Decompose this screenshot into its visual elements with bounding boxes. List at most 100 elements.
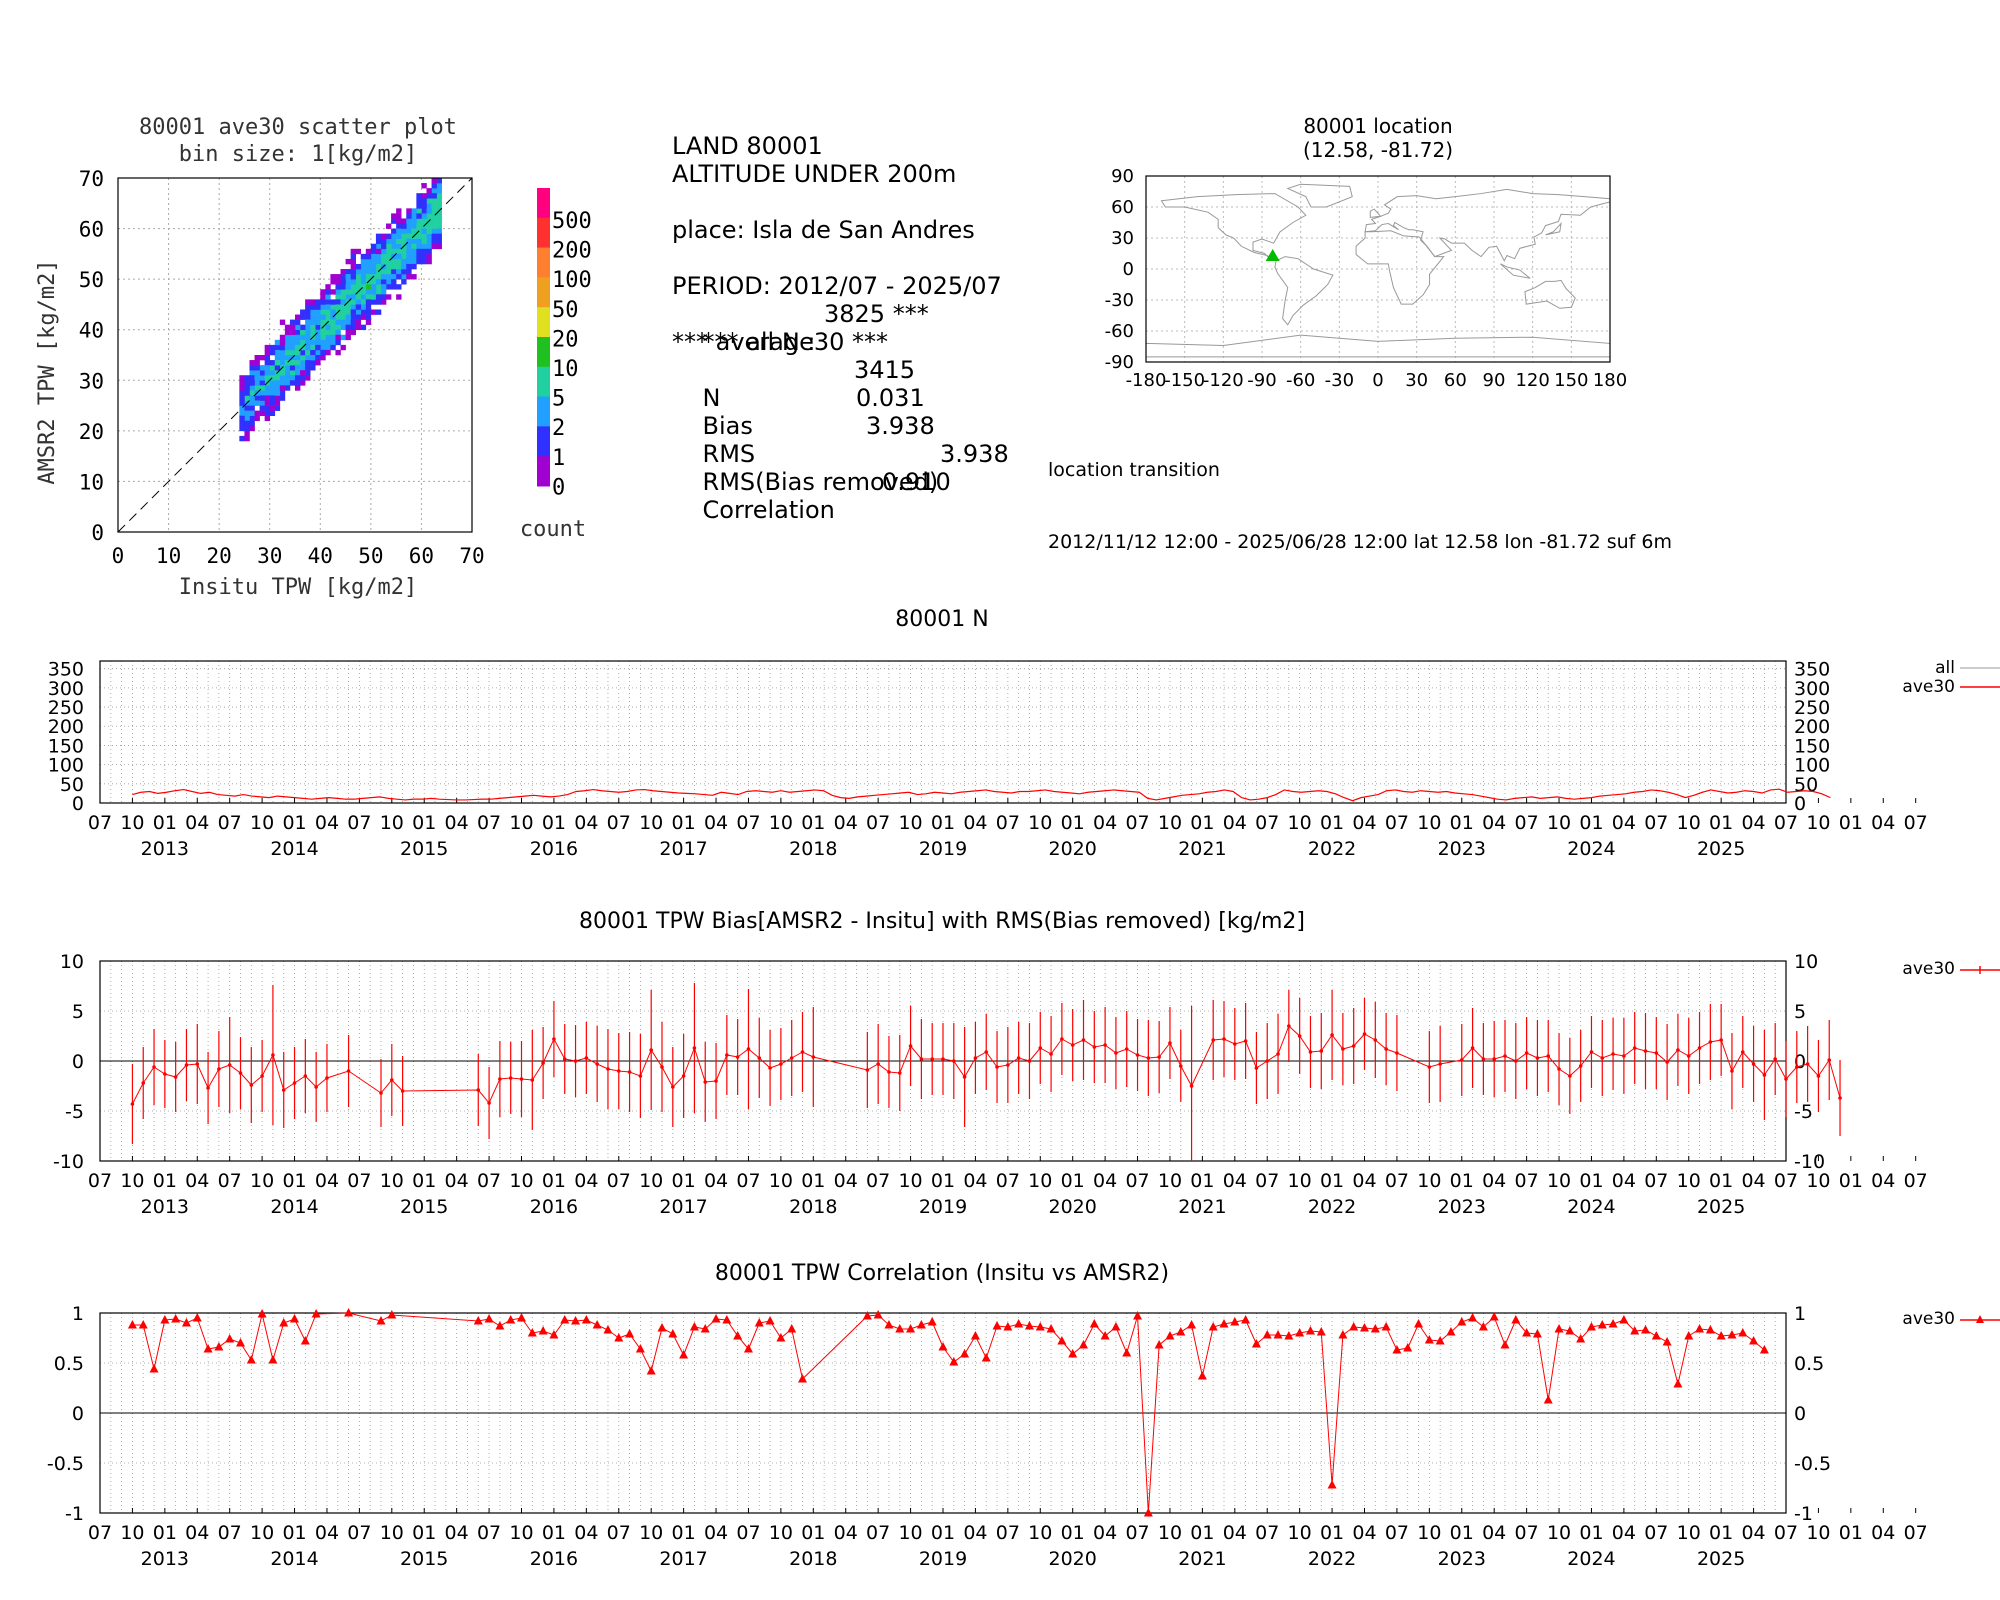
- month-tick: 07: [1515, 812, 1539, 834]
- scatter-bin: [340, 299, 346, 305]
- month-tick: 07: [477, 1522, 501, 1544]
- scatter-bin: [330, 274, 336, 280]
- corr-point: [635, 1344, 645, 1353]
- scatter-bin: [396, 253, 402, 260]
- scatter-bin: [391, 258, 397, 265]
- scatter-bin: [345, 309, 351, 315]
- scatter-bin: [249, 395, 255, 401]
- bias-point: [714, 1079, 718, 1083]
- year-tick: 2021: [1178, 1196, 1226, 1218]
- scatter-bin: [350, 294, 356, 300]
- month-tick: 01: [153, 1522, 177, 1544]
- corr-point: [1219, 1319, 1229, 1328]
- corr-point: [127, 1320, 137, 1329]
- scatter-bin: [375, 253, 382, 260]
- scatter-bin: [335, 334, 341, 341]
- scatter-bin: [436, 228, 442, 234]
- corr-point: [192, 1313, 202, 1322]
- bias-point: [606, 1067, 610, 1071]
- scatter-bin: [295, 375, 301, 381]
- month-tick: 07: [866, 1170, 890, 1192]
- scatter-y-tick: 50: [79, 268, 104, 292]
- year-tick: 2013: [141, 1548, 189, 1570]
- scatter-bin: [421, 248, 427, 255]
- scatter-bin: [350, 304, 356, 310]
- stat-value: 3.938: [940, 440, 1009, 468]
- corr-point: [1197, 1371, 1207, 1380]
- scatter-bin: [391, 248, 397, 255]
- bias-point: [206, 1086, 210, 1090]
- colorbar-label: 10: [552, 357, 579, 382]
- month-tick: 10: [1677, 1170, 1701, 1192]
- scatter-bin: [330, 319, 336, 325]
- y-tick-right: 0: [1794, 1403, 1806, 1425]
- month-tick: 07: [347, 1170, 371, 1192]
- y-tick-left: 10: [60, 951, 84, 973]
- stat-label: N: [702, 384, 721, 412]
- corr-point: [560, 1315, 570, 1324]
- bias-point: [1178, 1064, 1183, 1068]
- scatter-bin: [284, 385, 291, 391]
- y-tick-right: 50: [1794, 774, 1818, 796]
- scatter-bin: [386, 279, 392, 285]
- scatter-frame: [117, 177, 473, 533]
- scatter-bin: [320, 349, 326, 356]
- y-tick-right: -1: [1794, 1503, 1813, 1525]
- station-marker: [1265, 249, 1280, 262]
- bias-point: [1719, 1038, 1723, 1042]
- scatter-bin: [269, 370, 276, 376]
- scatter-bin: [274, 405, 281, 411]
- scatter-bin: [426, 248, 432, 255]
- corr-point: [722, 1315, 732, 1324]
- scatter-bin: [335, 289, 341, 295]
- corr-point: [527, 1328, 537, 1337]
- legend-corr-label: ave30: [1902, 1309, 1955, 1329]
- month-tick: 10: [250, 1170, 274, 1192]
- scatter-bin: [315, 304, 321, 310]
- corr-point: [895, 1324, 905, 1333]
- scatter-bin: [269, 380, 276, 386]
- scatter-bin: [345, 274, 351, 280]
- corr-ave30-line: [132, 1312, 1765, 1514]
- month-tick: 01: [542, 812, 566, 834]
- scatter-bin: [426, 193, 432, 199]
- map-y-tick: -60: [1105, 321, 1134, 342]
- scatter-bin: [300, 334, 306, 341]
- scatter-bin: [295, 365, 301, 371]
- year-tick: 2018: [789, 1196, 837, 1218]
- y-tick-right: 10: [1794, 951, 1818, 973]
- scatter-bin: [436, 243, 442, 250]
- scatter-bin: [421, 253, 427, 260]
- scatter-bin: [320, 344, 326, 351]
- bias-point: [1276, 1052, 1280, 1056]
- scatter-bin: [264, 400, 271, 406]
- month-tick: 07: [88, 1170, 112, 1192]
- bias-point: [1373, 1038, 1378, 1042]
- y-tick-left: 0.5: [54, 1353, 84, 1375]
- scatter-bin: [355, 299, 362, 305]
- scatter-bin: [340, 269, 346, 275]
- scatter-bin: [386, 258, 392, 265]
- scatter-bin: [391, 284, 397, 290]
- scatter-bin: [411, 228, 417, 234]
- year-tick: 2025: [1697, 1196, 1745, 1218]
- year-tick: 2015: [400, 1196, 448, 1218]
- bias-point: [811, 1055, 816, 1059]
- scatter-bin: [300, 329, 306, 336]
- month-tick: 07: [1125, 1170, 1149, 1192]
- year-tick: 2023: [1438, 838, 1486, 860]
- scatter-bin: [401, 228, 407, 234]
- corr-point: [1511, 1315, 1521, 1324]
- scatter-bin: [279, 395, 286, 401]
- map-x-tick: -120: [1203, 370, 1244, 391]
- corr-point: [1273, 1330, 1283, 1339]
- corr-point: [257, 1309, 267, 1318]
- year-tick: 2016: [530, 1196, 578, 1218]
- scatter-bin: [295, 324, 301, 331]
- corr-point: [376, 1316, 386, 1325]
- month-tick: 01: [1190, 1170, 1214, 1192]
- corr-point: [1230, 1317, 1240, 1326]
- corr-point: [1360, 1323, 1369, 1332]
- month-tick: 01: [1579, 1522, 1603, 1544]
- scatter-bin: [305, 339, 311, 346]
